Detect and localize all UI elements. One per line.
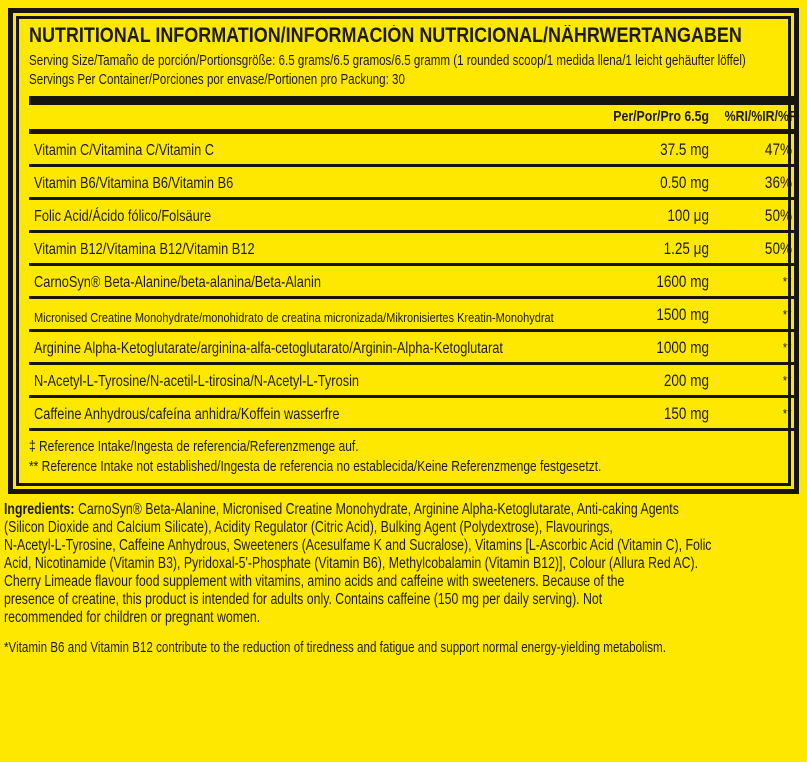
table-row: Arginine Alpha-Ketoglutarate/arginina-al… [29, 330, 796, 366]
table-row: Vitamin C/Vitamina C/Vitamin C 37.5 mg 47% [29, 131, 796, 168]
nutrient-percent: ** [709, 330, 796, 366]
nutrient-percent: ** [709, 363, 796, 399]
table-row: Vitamin B6/Vitamina B6/Vitamin B6 0.50 mg… [29, 165, 796, 201]
nutrient-name: Vitamin B12/Vitamina B12/Vitamin B12 [29, 231, 569, 267]
servings-per-container-line: Servings Per Container/Porciones por env… [29, 71, 405, 88]
nutrient-amount: 100 μg [569, 198, 709, 234]
nutrient-name: N-Acetyl-L-Tyrosine/N-acetil-L-tirosina/… [29, 363, 569, 399]
nutrition-table: Per/Por/Pro 6.5g %RI/%IR/%RM‡ Vitamin C/… [29, 96, 796, 432]
nutrient-percent: 47% [709, 131, 796, 168]
header-name [29, 105, 569, 135]
nutrition-label: NUTRITIONAL INFORMATION/INFORMACIÓN NUTR… [0, 8, 807, 762]
ingredients-line: presence of creatine, this product is in… [4, 591, 603, 609]
nutrient-percent: ** [709, 264, 796, 300]
nutrient-amount: 0.50 mg [569, 165, 709, 201]
table-row: CarnoSyn® Beta-Alanine/beta-alanina/Beta… [29, 264, 796, 300]
table-top-rule [29, 96, 796, 109]
nutrition-panel: NUTRITIONAL INFORMATION/INFORMACIÓN NUTR… [8, 8, 799, 494]
nutrient-name: Vitamin B6/Vitamina B6/Vitamin B6 [29, 165, 569, 201]
nutrient-name: Micronised Creatine Monohydrate/monohidr… [29, 297, 569, 333]
table-row: N-Acetyl-L-Tyrosine/N-acetil-L-tirosina/… [29, 363, 796, 399]
nutrient-name: Caffeine Anhydrous/cafeína anhidra/Koffe… [29, 396, 569, 432]
ingredients-heading: Ingredients: [4, 500, 75, 518]
nutrient-amount: 37.5 mg [569, 131, 709, 168]
health-claim: *Vitamin B6 and Vitamin B12 contribute t… [4, 638, 666, 656]
nutrient-percent: ** [709, 297, 796, 333]
nutrient-amount: 200 mg [569, 363, 709, 399]
ingredients-line: Acid, Nicotinamide (Vitamin B3), Pyridox… [4, 555, 699, 573]
nutrient-amount: 1600 mg [569, 264, 709, 300]
header-amount: Per/Por/Pro 6.5g [569, 105, 709, 135]
nutrient-name: Vitamin C/Vitamina C/Vitamin C [29, 131, 569, 168]
table-row: Micronised Creatine Monohydrate/monohidr… [29, 297, 796, 333]
table-header-row: Per/Por/Pro 6.5g %RI/%IR/%RM‡ [29, 105, 796, 135]
ingredients-line: (Silicon Dioxide and Calcium Silicate), … [4, 518, 613, 536]
ingredients-line: N-Acetyl-L-Tyrosine, Caffeine Anhydrous,… [4, 536, 712, 554]
ingredients-line: Cherry Limeade flavour food supplement w… [4, 573, 625, 591]
footnote-reference-intake: ‡ Reference Intake/Ingesta de referencia… [29, 438, 359, 456]
footnotes: ‡ Reference Intake/Ingesta de referencia… [29, 437, 778, 477]
nutrition-table-body: Per/Por/Pro 6.5g %RI/%IR/%RM‡ Vitamin C/… [29, 96, 796, 432]
nutrient-amount: 1500 mg [569, 297, 709, 333]
nutrient-percent: 50% [709, 198, 796, 234]
panel-title: NUTRITIONAL INFORMATION/INFORMACIÓN NUTR… [29, 25, 742, 47]
nutrient-name: Arginine Alpha-Ketoglutarate/arginina-al… [29, 330, 569, 366]
table-row: Folic Acid/Ácido fólico/Folsäure 100 μg 50… [29, 198, 796, 234]
table-row: Vitamin B12/Vitamina B12/Vitamin B12 1.25… [29, 231, 796, 267]
nutrition-panel-inner: NUTRITIONAL INFORMATION/INFORMACIÓN NUTR… [16, 16, 796, 486]
nutrient-amount: 150 mg [569, 396, 709, 432]
header-percent: %RI/%IR/%RM‡ [709, 105, 796, 135]
serving-size-line: Serving Size/Tamaño de porción/Portionsg… [29, 53, 746, 70]
nutrient-name: CarnoSyn® Beta-Alanine/beta-alanina/Beta… [29, 264, 569, 300]
ingredients-block: Ingredients: CarnoSyn® Beta-Alanine, Mic… [4, 501, 803, 628]
ingredients-text: CarnoSyn® Beta-Alanine, Micronised Creat… [74, 500, 679, 518]
footnote-not-established: ** Reference Intake not established/Inge… [29, 457, 602, 475]
nutrient-amount: 1.25 μg [569, 231, 709, 267]
nutrient-percent: ** [709, 396, 796, 432]
nutrient-name: Folic Acid/Ácido fólico/Folsäure [29, 198, 569, 234]
ingredients-line: Ingredients: CarnoSyn® Beta-Alanine, Mic… [4, 501, 803, 519]
nutrient-percent: 36% [709, 165, 796, 201]
ingredients-line: recommended for children or pregnant wom… [4, 609, 261, 627]
nutrient-percent: 50% [709, 231, 796, 267]
table-row: Caffeine Anhydrous/cafeína anhidra/Koffe… [29, 396, 796, 432]
nutrient-amount: 1000 mg [569, 330, 709, 366]
